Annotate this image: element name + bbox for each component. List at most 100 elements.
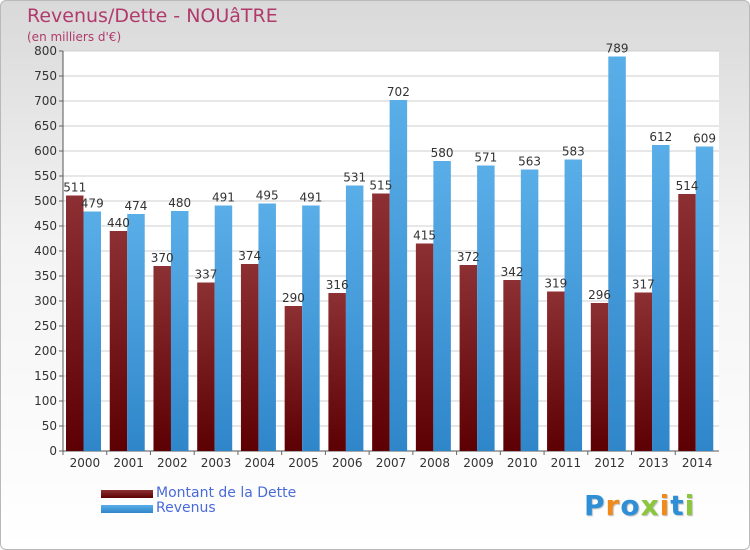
y-tick-label: 300 — [34, 294, 57, 308]
data-label-revenue: 495 — [256, 189, 279, 203]
bar-revenue — [214, 205, 233, 451]
y-tick-label: 400 — [34, 244, 57, 258]
x-tick-label: 2011 — [551, 456, 582, 470]
data-label-debt: 511 — [63, 181, 86, 195]
data-label-debt: 514 — [676, 179, 699, 193]
data-label-debt: 374 — [238, 249, 261, 263]
legend-swatch-revenue — [101, 505, 153, 513]
x-tick-label: 2006 — [332, 456, 363, 470]
bar-debt — [328, 293, 346, 451]
data-label-debt: 370 — [151, 251, 174, 265]
x-tick-label: 2001 — [113, 456, 144, 470]
bar-debt — [372, 193, 390, 451]
bar-revenue — [127, 214, 145, 451]
data-label-debt: 319 — [544, 277, 567, 291]
legend-label-debt: Montant de la Dette — [156, 485, 297, 501]
bar-revenue — [83, 211, 101, 451]
logo-letter: x — [640, 489, 660, 522]
bar-debt — [503, 280, 521, 451]
bar-revenue — [520, 169, 539, 451]
data-label-debt: 316 — [326, 278, 349, 292]
x-tick-label: 2003 — [201, 456, 232, 470]
x-tick-label: 2010 — [507, 456, 538, 470]
y-tick-label: 700 — [34, 94, 57, 108]
y-tick-label: 150 — [34, 369, 57, 383]
y-tick-label: 600 — [34, 144, 57, 158]
data-label-revenue: 609 — [693, 132, 716, 146]
y-tick-label: 100 — [34, 394, 57, 408]
bar-revenue — [652, 145, 670, 451]
y-tick-label: 250 — [34, 319, 57, 333]
x-tick-label: 2004 — [245, 456, 276, 470]
y-tick-label: 50 — [42, 419, 57, 433]
data-label-revenue: 491 — [299, 191, 322, 205]
y-tick-label: 500 — [34, 194, 57, 208]
bar-revenue — [389, 100, 408, 451]
data-label-revenue: 491 — [212, 191, 235, 205]
bar-debt — [459, 265, 478, 451]
chart-subtitle: (en milliers d'€) — [27, 30, 122, 44]
x-tick-label: 2008 — [419, 456, 450, 470]
logo-letter: P — [584, 489, 606, 522]
bar-debt — [415, 243, 434, 451]
bar-debt — [109, 231, 128, 451]
data-label-revenue: 480 — [168, 196, 191, 210]
data-label-revenue: 531 — [343, 171, 366, 185]
logo-letter: i — [684, 489, 696, 522]
data-label-revenue: 702 — [387, 85, 410, 99]
data-label-revenue: 563 — [518, 155, 541, 169]
y-tick-label: 650 — [34, 119, 57, 133]
data-label-debt: 440 — [107, 216, 130, 230]
y-tick-label: 350 — [34, 269, 57, 283]
data-label-revenue: 474 — [125, 199, 148, 213]
y-tick-label: 550 — [34, 169, 57, 183]
y-tick-label: 0 — [49, 444, 57, 458]
data-label-debt: 296 — [588, 288, 611, 302]
y-tick-label: 450 — [34, 219, 57, 233]
bar-revenue — [608, 56, 626, 451]
bar-revenue — [695, 146, 714, 451]
bar-debt — [197, 282, 215, 451]
data-label-revenue: 612 — [649, 130, 672, 144]
bar-revenue — [477, 165, 495, 451]
data-label-revenue: 479 — [81, 197, 104, 211]
legend-swatch-debt — [101, 490, 153, 498]
x-tick-label: 2000 — [70, 456, 101, 470]
bar-debt — [284, 306, 303, 451]
x-tick-label: 2009 — [463, 456, 494, 470]
data-label-revenue: 571 — [474, 151, 497, 165]
y-tick-label: 750 — [34, 69, 57, 83]
x-tick-label: 2002 — [157, 456, 188, 470]
data-label-debt: 342 — [501, 265, 524, 279]
bar-debt — [678, 194, 696, 451]
logo-letter: t — [670, 489, 685, 522]
logo-letter: i — [659, 489, 671, 522]
x-tick-label: 2013 — [638, 456, 669, 470]
x-tick-label: 2005 — [288, 456, 319, 470]
bar-revenue — [258, 203, 276, 451]
proxiti-logo: Proxiti — [584, 489, 695, 522]
logo-letter: r — [605, 489, 621, 522]
bar-debt — [240, 264, 259, 451]
bar-revenue — [302, 205, 320, 451]
legend-label-revenue: Revenus — [156, 500, 216, 516]
bar-debt — [547, 291, 565, 451]
data-label-debt: 337 — [194, 268, 217, 282]
logo-letter: o — [620, 489, 641, 522]
bar-revenue — [345, 185, 364, 451]
data-label-revenue: 789 — [606, 42, 629, 56]
bar-debt — [590, 303, 609, 451]
y-tick-label: 200 — [34, 344, 57, 358]
data-label-debt: 317 — [632, 278, 655, 292]
bar-debt — [153, 266, 171, 451]
x-tick-label: 2007 — [376, 456, 407, 470]
chart-title: Revenus/Dette - NOUâTRE — [27, 5, 278, 27]
bar-revenue — [433, 161, 451, 451]
data-label-debt: 515 — [369, 179, 392, 193]
bar-debt — [66, 195, 84, 451]
x-tick-label: 2012 — [594, 456, 625, 470]
data-label-revenue: 583 — [562, 145, 585, 159]
data-label-revenue: 580 — [431, 146, 454, 160]
bar-revenue — [564, 159, 583, 451]
